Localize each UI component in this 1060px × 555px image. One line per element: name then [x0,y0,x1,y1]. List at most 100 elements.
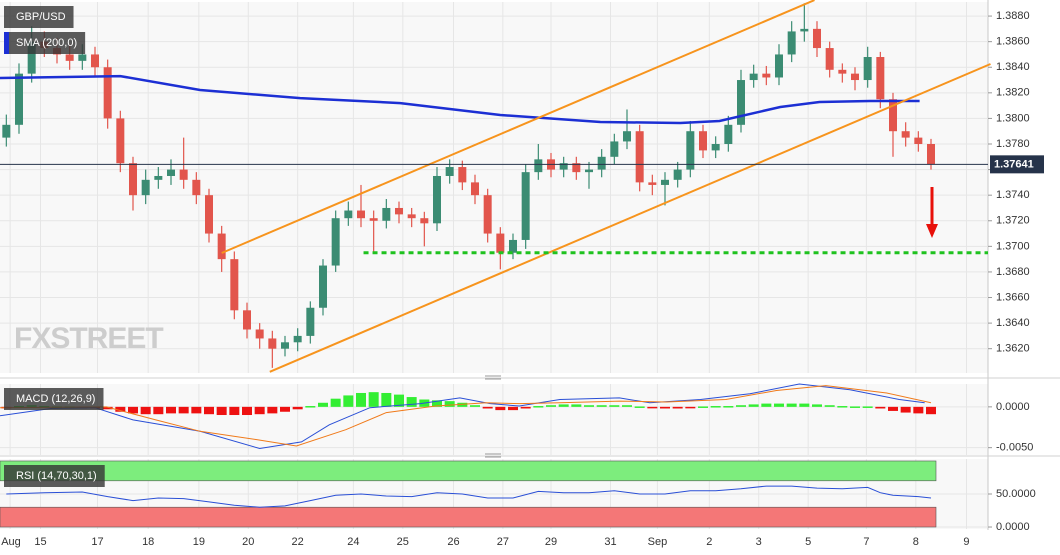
last-price-label: 1.37641 [994,158,1034,170]
y-tick-label: 1.3640 [996,317,1030,329]
histogram-bar [900,406,911,413]
y-tick-label: 1.3880 [996,10,1030,22]
histogram-bar [508,406,518,411]
candle-body [876,57,885,100]
y-tick-label: -0.0050 [996,442,1033,454]
candle-body [319,265,327,308]
y-tick-label: 1.3700 [996,240,1030,252]
candle-body [471,182,479,196]
histogram-bar [229,406,240,416]
candle-body [230,259,239,311]
histogram-bar [318,402,328,407]
indicator-line [0,383,925,450]
candle-body [585,169,593,173]
candle-body [775,54,783,78]
x-tick-label: 7 [863,536,869,548]
histogram-bar [292,406,303,410]
histogram-bar [102,406,113,410]
candle-body [458,167,467,183]
rsi-zone [0,506,937,528]
candle-body [255,329,264,339]
y-tick-label: 1.3680 [996,266,1030,278]
legend-swatch [4,32,9,54]
plot-area [0,2,988,373]
histogram-bar [698,406,708,408]
candle-body [103,67,112,119]
histogram-bar [444,401,455,407]
candle-body [813,28,821,49]
panel-title: GBP/USD [16,11,66,23]
y-tick-label: 0.0000 [996,521,1030,533]
candle-body [711,144,720,151]
title-box [4,388,104,410]
candle-body [572,163,581,173]
candle-body [205,195,213,234]
candle-body [483,195,492,234]
y-tick-label: 50.0000 [996,488,1036,500]
histogram-bar [140,406,151,415]
candle-body [863,57,872,81]
x-tick-label: 24 [347,536,359,548]
histogram-bar [634,406,645,408]
candle-body [597,156,606,170]
candle-body [281,342,289,349]
x-tick-label: 22 [292,536,304,548]
x-tick-label: 2 [706,536,712,548]
histogram-bar [482,406,493,409]
indicator-line [0,385,932,447]
histogram-bar [242,406,252,416]
candle-body [724,124,733,145]
resize-grip[interactable] [485,453,501,458]
x-tick-label: 29 [545,536,557,548]
candle-body [838,69,847,74]
candle-body [661,179,669,185]
candle-body [65,54,74,61]
candle-body [141,179,150,196]
sell-arrow [926,187,938,238]
x-tick-label: 9 [963,536,969,548]
legend-label: SMA (200,0) [16,37,77,49]
candle-body [344,210,353,219]
panel-title: MACD (12,26,9) [16,393,95,405]
rsi-zone [0,460,937,482]
x-tick-label: 8 [913,536,919,548]
candle-body [534,159,543,173]
candle-body [27,41,36,74]
histogram-bar [330,398,341,407]
histogram-bar [850,406,860,408]
x-tick-label: Sep [648,536,668,548]
candle-body [2,124,11,138]
candle-body [243,310,251,330]
y-tick-label: 1.3860 [996,36,1030,48]
resize-grip[interactable] [485,375,501,380]
histogram-bar [761,403,772,407]
histogram-bar [710,406,721,408]
histogram-bar [280,406,290,412]
candle-body [927,144,935,165]
histogram-bar [115,406,126,412]
x-tick-label: 3 [756,536,762,548]
candle-body [686,131,695,170]
histogram-bar [368,392,379,407]
histogram-bar [913,406,924,414]
y-tick-label: 1.3660 [996,291,1030,303]
histogram-bar [558,404,569,407]
candle-body [167,169,175,176]
y-tick-label: 1.3840 [996,61,1030,73]
y-tick-label: 1.3620 [996,343,1030,355]
histogram-bar [546,405,556,407]
histogram-bar [356,392,366,407]
sma-line [0,74,920,125]
histogram-bar [406,397,417,407]
histogram-bar [888,406,898,411]
candle-body [420,218,429,224]
candle-body [357,210,365,219]
candle-body [623,131,631,142]
histogram-bar [596,405,607,407]
candle-body [395,207,403,215]
histogram-bar [191,406,202,414]
histogram-bar [305,406,316,408]
plot-area [0,384,988,455]
candle-body [787,31,796,55]
